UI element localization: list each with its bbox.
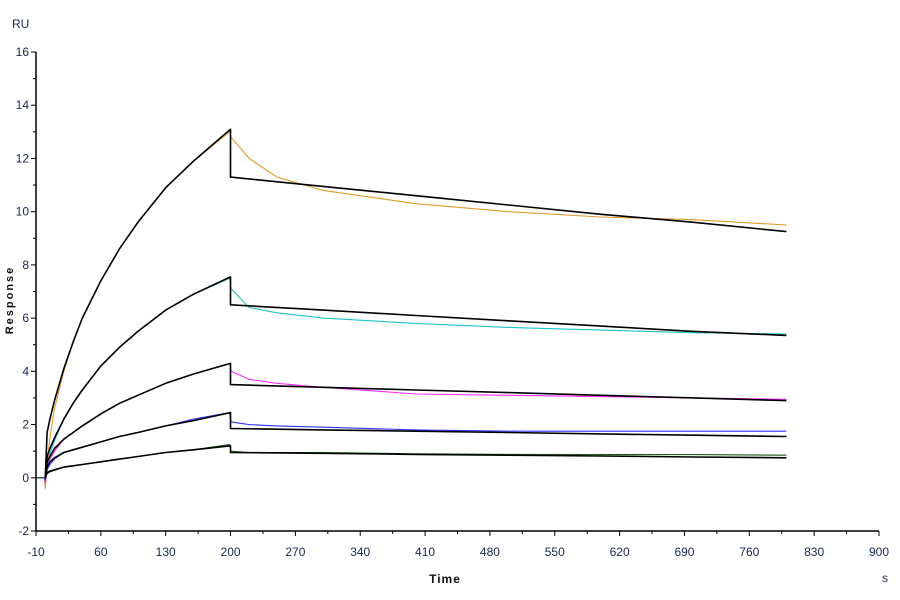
x-tick-label: 690 (674, 545, 694, 559)
fit-curve-7 (44, 362, 787, 478)
x-tick-label: 760 (739, 545, 759, 559)
data-curve-3 (36, 412, 787, 481)
y-unit-label: RU (12, 17, 29, 31)
y-tick-label: 16 (16, 45, 30, 59)
x-tick-label: 200 (221, 545, 241, 559)
y-tick-label: 4 (22, 364, 29, 378)
y-tick-label: 2 (22, 418, 29, 432)
fit-curve-5 (44, 128, 787, 478)
x-tick-label: 270 (285, 545, 305, 559)
y-tick-label: 0 (22, 471, 29, 485)
x-tick-label: 410 (415, 545, 435, 559)
x-tick-label: 900 (869, 545, 889, 559)
plot-area (36, 128, 787, 489)
x-tick-label: 340 (350, 545, 370, 559)
y-tick-label: 8 (22, 258, 29, 272)
data-curve-1 (36, 277, 787, 484)
y-tick-label: 12 (16, 151, 30, 165)
data-curve-2 (36, 362, 787, 484)
x-tick-label: 130 (156, 545, 176, 559)
y-tick-label: 10 (16, 205, 30, 219)
x-tick-label: -10 (27, 545, 45, 559)
data-curve-4 (36, 443, 787, 479)
x-axis-title: Time (429, 572, 461, 586)
x-tick-label: 620 (610, 545, 630, 559)
fit-curve-6 (44, 276, 787, 478)
axis-ticks: -10 60 130 200 270 340 410 480 550 620 690 760 830 90… (16, 45, 890, 559)
fit-curve-9 (44, 444, 787, 479)
fit-curve-8 (44, 411, 787, 478)
y-tick-label: 6 (22, 311, 29, 325)
y-tick-label: 14 (16, 98, 30, 112)
x-tick-label: 830 (804, 545, 824, 559)
x-tick-label: 480 (480, 545, 500, 559)
x-tick-label: 60 (94, 545, 108, 559)
x-unit-label: s (882, 571, 888, 585)
y-axis-title: Response (4, 266, 16, 335)
y-tick-label: -2 (18, 524, 29, 538)
x-tick-label: 550 (545, 545, 565, 559)
